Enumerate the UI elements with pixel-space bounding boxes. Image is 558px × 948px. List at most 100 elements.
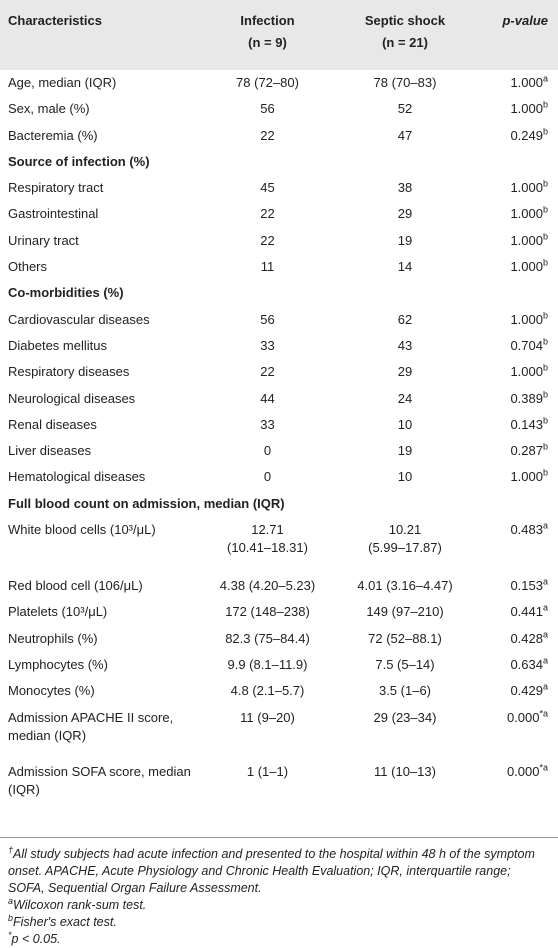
row-label: White blood cells (10³/μL) — [8, 522, 156, 538]
row-label: Age, median (IQR) — [8, 75, 117, 90]
p-note: *a — [539, 708, 548, 719]
row-label: Neutrophils (%) — [8, 630, 98, 646]
column-header: p-value — [470, 0, 558, 70]
septic-cell: 29 — [397, 364, 413, 380]
p-value: 1.000 — [510, 101, 543, 117]
p-note: b — [542, 468, 548, 479]
septic-cell: 19 — [397, 232, 413, 248]
infection-cell: 33 — [260, 416, 275, 432]
septic-cell: 52 — [397, 101, 413, 117]
footnote-mark: b — [8, 912, 14, 923]
table-row: Urinary tract 22 19 1.000b — [0, 228, 558, 254]
septic-cell: 10.21 (5.99–17.87) — [368, 522, 442, 556]
infection-cell: 0 — [263, 443, 272, 459]
septic-cell: 24 — [397, 390, 413, 406]
p-value-cell: 1.000a — [470, 70, 558, 96]
infection-cell: 56 — [260, 101, 275, 117]
infection-cell: 56 — [260, 311, 275, 327]
table-row: Sex, male (%) 56 52 1.000b — [0, 96, 558, 122]
table-row: Respiratory diseases 22 29 1.000b — [0, 359, 558, 385]
p-note: b — [542, 178, 548, 189]
p-value-cell: 1.000b — [470, 464, 558, 490]
p-value-cell: 1.000b — [470, 359, 558, 385]
septic-cell: 14 — [397, 259, 413, 275]
p-note: a — [542, 603, 548, 614]
p-value-cell: 0.704b — [470, 333, 558, 359]
header-line: Infection — [240, 13, 295, 28]
p-value: 0.389 — [510, 390, 543, 406]
septic-cell: 43 — [397, 337, 413, 353]
p-note: a — [542, 681, 548, 692]
section-title: Co-morbidities (%) — [8, 285, 124, 301]
p-note: b — [542, 336, 548, 347]
footnotes: †All study subjects had acute infection … — [0, 838, 558, 948]
footnote-mark: a — [8, 895, 14, 906]
table-row: Neurological diseases 44 24 0.389b — [0, 386, 558, 412]
p-value-cell: 0.429a — [470, 678, 558, 704]
infection-cell: 45 — [260, 180, 275, 196]
p-value: 0.634 — [510, 656, 543, 672]
footnote: aWilcoxon rank-sum test. — [8, 895, 550, 914]
table-row: Red blood cell (106/μL) 4.38 (4.20–5.23) 4… — [0, 573, 558, 599]
table-row: Hematological diseases 0 10 1.000b — [0, 464, 558, 490]
infection-cell: 82.3 (75–84.4) — [225, 630, 310, 646]
p-value-cell: 0.143b — [470, 412, 558, 438]
infection-cell: 4.38 (4.20–5.23) — [219, 578, 316, 594]
p-value: 1.000 — [510, 311, 543, 327]
table-row: Admission APACHE II score, median (IQR) 1… — [0, 705, 558, 759]
p-note: a — [542, 73, 548, 84]
section-row: Co-morbidities (%) — [0, 280, 558, 306]
row-label: Liver diseases — [8, 443, 92, 459]
septic-cell: 47 — [397, 127, 413, 143]
header-line: p-value — [502, 13, 548, 28]
infection-cell: 33 — [260, 337, 275, 353]
septic-cell: 38 — [397, 180, 413, 196]
header-line: Characteristics — [8, 13, 102, 28]
p-value: 0.000 — [506, 709, 540, 725]
infection-cell: 44 — [260, 390, 275, 406]
row-label: Monocytes (%) — [8, 683, 95, 699]
table-row: Renal diseases 33 10 0.143b — [0, 412, 558, 438]
table-row: Cardiovascular diseases 56 62 1.000b — [0, 307, 558, 333]
infection-cell: 9.9 (8.1–11.9) — [227, 656, 308, 672]
septic-cell: 3.5 (1–6) — [378, 683, 432, 699]
table-row: Respiratory tract 45 38 1.000b — [0, 175, 558, 201]
section-title: Source of infection (%) — [8, 153, 150, 169]
p-value: 1.000 — [510, 232, 543, 248]
infection-cell: 4.8 (2.1–5.7) — [230, 683, 305, 699]
p-value: 0.429 — [510, 683, 543, 699]
table-row: Admission SOFA score, median (IQR) 1 (1–1… — [0, 759, 558, 813]
septic-cell: 149 (97–210) — [366, 604, 444, 620]
p-value-cell: 1.000b — [470, 201, 558, 227]
infection-cell: 172 (148–238) — [225, 604, 310, 620]
row-label: Cardiovascular diseases — [8, 311, 150, 327]
row-label: Diabetes mellitus — [8, 337, 107, 353]
p-value-cell: 0.428a — [470, 626, 558, 652]
p-value-cell: 1.000b — [470, 175, 558, 201]
p-note: b — [542, 99, 548, 110]
infection-cell: 22 — [260, 206, 275, 222]
p-value-cell: 0.153a — [470, 573, 558, 599]
septic-cell: 7.5 (5–14) — [375, 656, 435, 672]
p-note: a — [542, 576, 548, 587]
footnote: †All study subjects had acute infection … — [8, 845, 550, 897]
p-value: 0.441 — [510, 604, 543, 620]
p-note: a — [542, 629, 548, 640]
p-value: 0.000 — [506, 763, 540, 779]
table-header: Characteristics Infection (n = 9) Septic sh… — [0, 0, 558, 70]
footnote-text: Wilcoxon rank-sum test. — [13, 897, 147, 912]
p-value-cell: 1.000b — [470, 228, 558, 254]
column-header: Characteristics — [0, 0, 195, 70]
p-note: *a — [539, 762, 548, 773]
p-value: 0.249 — [510, 127, 543, 143]
p-value: 1.000 — [510, 75, 543, 90]
header-line: (n = 21) — [382, 35, 428, 50]
footnote-mark: * — [8, 929, 12, 940]
row-label: Neurological diseases — [8, 390, 136, 406]
table-row: Others 11 14 1.000b — [0, 254, 558, 280]
p-note: a — [542, 520, 548, 531]
row-label: Urinary tract — [8, 232, 79, 248]
row-label: Red blood cell (106/μL) — [8, 578, 143, 594]
row-label: Gastrointestinal — [8, 206, 99, 222]
